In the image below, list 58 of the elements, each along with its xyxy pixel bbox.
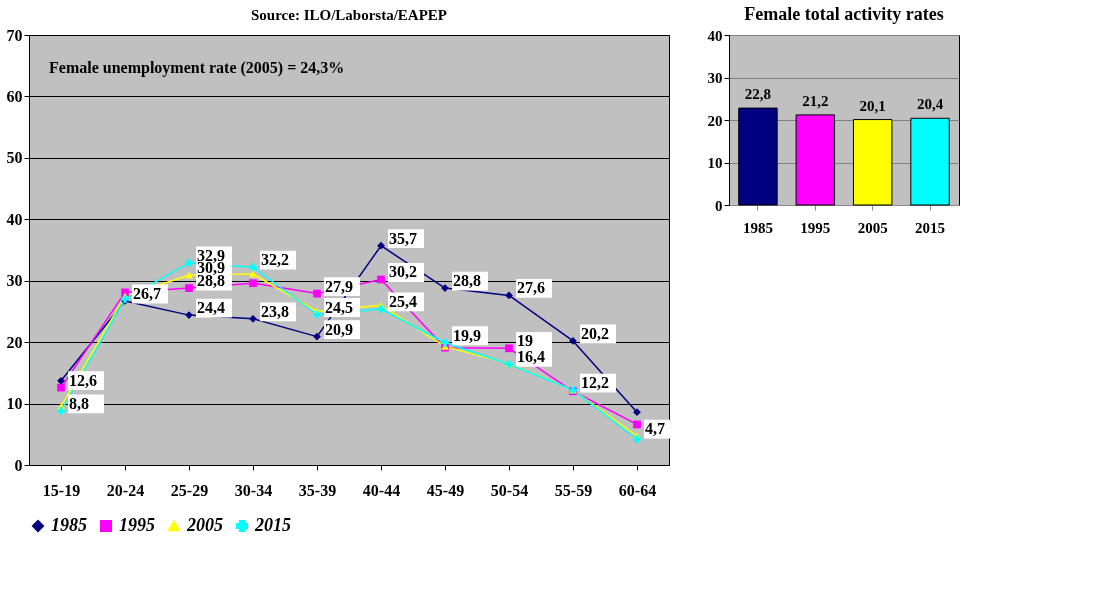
- x-tick-label: 45-49: [426, 481, 465, 499]
- y-tick-label: 40: [6, 210, 23, 228]
- data-label: 12,2: [581, 374, 609, 392]
- y-tick-label: 10: [707, 155, 723, 171]
- y-tick-label: 30: [6, 272, 23, 290]
- data-label: 27,9: [325, 277, 353, 295]
- y-tick-label: 10: [6, 395, 23, 413]
- x-tick-label: 1995: [800, 219, 831, 236]
- data-label: 19: [517, 332, 533, 350]
- data-label: 26,7: [133, 284, 161, 302]
- legend-label: 2005: [186, 515, 223, 535]
- data-label: 16,4: [517, 348, 545, 366]
- data-label: 30,2: [389, 263, 417, 281]
- y-tick-label: 40: [707, 27, 723, 44]
- x-tick-label: 60-64: [618, 481, 657, 499]
- y-tick-label: 20: [6, 333, 23, 351]
- x-tick-label: 2005: [857, 219, 888, 236]
- x-tick-label: 55-59: [554, 481, 593, 499]
- y-tick-label: 20: [707, 112, 723, 129]
- y-tick-label: 0: [715, 197, 723, 214]
- data-label: 35,7: [389, 229, 417, 247]
- data-label: 19,9: [453, 326, 481, 344]
- data-label: 25,4: [389, 292, 417, 310]
- data-label: 4,7: [645, 420, 665, 438]
- data-label: 22,8: [744, 86, 772, 103]
- x-tick-label: 1985: [742, 219, 773, 236]
- y-tick-label: 30: [707, 70, 723, 86]
- x-tick-label: 2015: [915, 219, 946, 236]
- y-tick-label: 60: [6, 87, 23, 105]
- data-label: 20,2: [581, 324, 609, 342]
- data-label: 12,6: [69, 371, 97, 389]
- legend-label: 2015: [254, 515, 291, 535]
- data-label: 21,2: [802, 92, 829, 109]
- x-tick-label: 50-54: [490, 481, 529, 499]
- chart-title: Source: ILO/Laborsta/EAPEP: [251, 7, 447, 23]
- y-tick-label: 70: [6, 26, 23, 44]
- data-label: 20,1: [859, 97, 886, 114]
- data-label: 24,4: [197, 299, 225, 317]
- data-label: 8,8: [69, 394, 89, 412]
- x-tick-label: 35-39: [298, 481, 337, 499]
- data-label: 20,4: [916, 96, 944, 113]
- x-tick-label: 25-29: [170, 481, 209, 499]
- y-tick-label: 50: [6, 149, 23, 167]
- annotation: Female unemployment rate (2005) = 24,3%: [49, 59, 345, 77]
- x-tick-label: 30-34: [234, 481, 273, 499]
- legend-label: 1995: [119, 515, 155, 535]
- data-label: 20,9: [325, 320, 353, 338]
- x-tick-label: 15-19: [42, 481, 81, 499]
- legend-label: 1985: [51, 515, 87, 535]
- data-label: 23,8: [261, 302, 289, 320]
- x-tick-label: 40-44: [362, 481, 401, 499]
- y-tick-label: 0: [14, 456, 23, 474]
- chart-title: Female total activity rates: [744, 4, 944, 24]
- data-label: 32,2: [261, 251, 289, 269]
- x-tick-label: 20-24: [106, 481, 145, 499]
- data-label: 28,8: [453, 272, 481, 290]
- data-label: 24,5: [325, 298, 353, 316]
- data-label: 27,6: [517, 279, 545, 297]
